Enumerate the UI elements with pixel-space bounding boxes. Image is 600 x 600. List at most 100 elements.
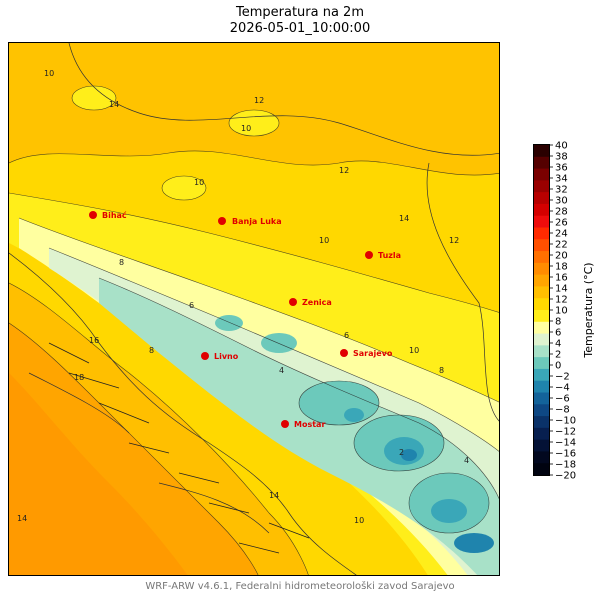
city-bihac: Bihać [89,210,127,220]
colorbar-tick-label: 0 [555,361,561,372]
svg-text:8: 8 [149,346,154,355]
city-label: Sarajevo [353,349,393,358]
svg-text:10: 10 [44,69,54,78]
svg-text:10: 10 [354,516,364,525]
svg-text:12: 12 [449,236,459,245]
colorbar-swatch [534,145,549,158]
colorbar-swatch [534,298,549,311]
colorbar-swatch [534,310,549,323]
colorbar-swatch [534,427,549,441]
colorbar-swatch [534,274,549,287]
colorbar-swatch [534,404,549,417]
colorbar-tick-label: 30 [555,196,568,207]
colorbar-tick-label: −14 [555,438,576,449]
svg-text:14: 14 [269,491,279,500]
colorbar-ticks: 4038363432302826242220181614121086420−2−… [550,141,576,480]
colorbar-tick-label: −20 [555,471,576,480]
colorbar-swatch [534,262,549,276]
colorbar-tick-label: −8 [555,405,570,416]
colorbar-swatch [534,463,549,475]
colorbar-swatch [534,321,549,335]
colorbar-tick-label: 38 [555,152,568,163]
temperature-map: 10 14 12 10 12 10 14 10 8 6 4 2 16 18 14… [8,42,500,576]
colorbar-tick-label: 2 [555,350,561,361]
colorbar-tick-label: 18 [555,262,568,273]
city-mostar: Mostar [281,420,325,429]
colorbar-tick-label: 34 [555,174,568,185]
colorbar-swatch [534,380,549,393]
svg-text:10: 10 [409,346,419,355]
colorbar-tick-label: 6 [555,328,561,339]
svg-text:12: 12 [254,96,264,105]
colorbar-swatch [534,451,549,464]
city-markers: Bihać Banja Luka Tuzla Zenica Sarajevo L… [89,210,401,429]
colorbar-tick-label: −6 [555,394,570,405]
svg-text:8: 8 [439,366,444,375]
colorbar-tick-label: 22 [555,240,568,251]
city-zenica: Zenica [289,298,332,307]
colorbar-tick-label: −4 [555,383,570,394]
colorbar-swatch [534,368,549,382]
contour-labels: 10 14 12 10 12 10 14 10 8 6 4 2 16 18 14… [17,69,469,525]
colorbar-swatch [534,286,549,299]
colorbar-swatch [534,239,549,252]
svg-text:8: 8 [119,258,124,267]
colorbar-tick-label: −16 [555,449,576,460]
colorbar-tick-label: −12 [555,427,576,438]
colorbar-label: Temperatura (°C) [582,262,595,358]
colorbar-tick-label: −2 [555,372,570,383]
city-tuzla: Tuzla [365,251,401,260]
colorbar [533,144,550,476]
svg-text:14: 14 [399,214,409,223]
colorbar-swatch [534,180,549,193]
colorbar-swatch [534,168,549,181]
svg-text:18: 18 [74,373,84,382]
colorbar-swatch [534,215,549,228]
city-banja-luka: Banja Luka [218,217,282,226]
svg-text:16: 16 [89,336,99,345]
colorbar-tick-label: 4 [555,339,561,350]
colorbar-tick-label: 14 [555,284,568,295]
map-subtitle: 2026-05-01_10:00:00 [229,21,371,36]
colorbar-swatch [534,392,549,405]
svg-text:2: 2 [399,448,404,457]
colorbar-gradient [534,145,549,475]
colorbar-swatch [534,357,549,370]
colorbar-tick-label: 12 [555,295,568,306]
colorbar-swatch [534,227,549,240]
colorbar-tick-label: 24 [555,229,568,240]
colorbar-swatch [534,345,549,358]
colorbar-tick-label: −18 [555,460,576,471]
colorbar-tick-label: −10 [555,416,576,427]
svg-text:6: 6 [189,301,194,310]
colorbar-swatch [534,203,549,217]
city-label: Tuzla [378,251,401,260]
city-label: Zenica [302,298,332,307]
colorbar-swatch [534,156,549,170]
temperature-field: 10 14 12 10 12 10 14 10 8 6 4 2 16 18 14… [9,43,499,575]
svg-text:4: 4 [464,456,469,465]
colorbar-swatch [534,439,549,452]
map-title: Temperatura na 2m [235,5,364,20]
svg-text:14: 14 [17,514,27,523]
city-label: Livno [214,352,239,361]
svg-text:6: 6 [344,331,349,340]
svg-text:10: 10 [194,178,204,187]
city-sarajevo: Sarajevo [340,349,393,358]
colorbar-swatch [534,416,549,429]
svg-text:10: 10 [241,124,251,133]
colorbar-tick-label: 16 [555,273,568,284]
colorbar-tick-label: 10 [555,306,568,317]
city-label: Bihać [102,210,127,220]
city-label: Mostar [294,420,325,429]
colorbar-tick-label: 40 [555,141,568,152]
colorbar-tick-label: 8 [555,317,561,328]
city-label: Banja Luka [232,217,282,226]
colorbar-tick-label: 20 [555,251,568,262]
colorbar-swatch [534,333,549,346]
colorbar-tick-label: 36 [555,163,568,174]
colorbar-swatch [534,251,549,264]
footer-credit: WRF-ARW v4.6.1, Federalni hidrometeorolo… [145,581,455,592]
svg-text:12: 12 [339,166,349,175]
colorbar-tick-label: 28 [555,207,568,218]
